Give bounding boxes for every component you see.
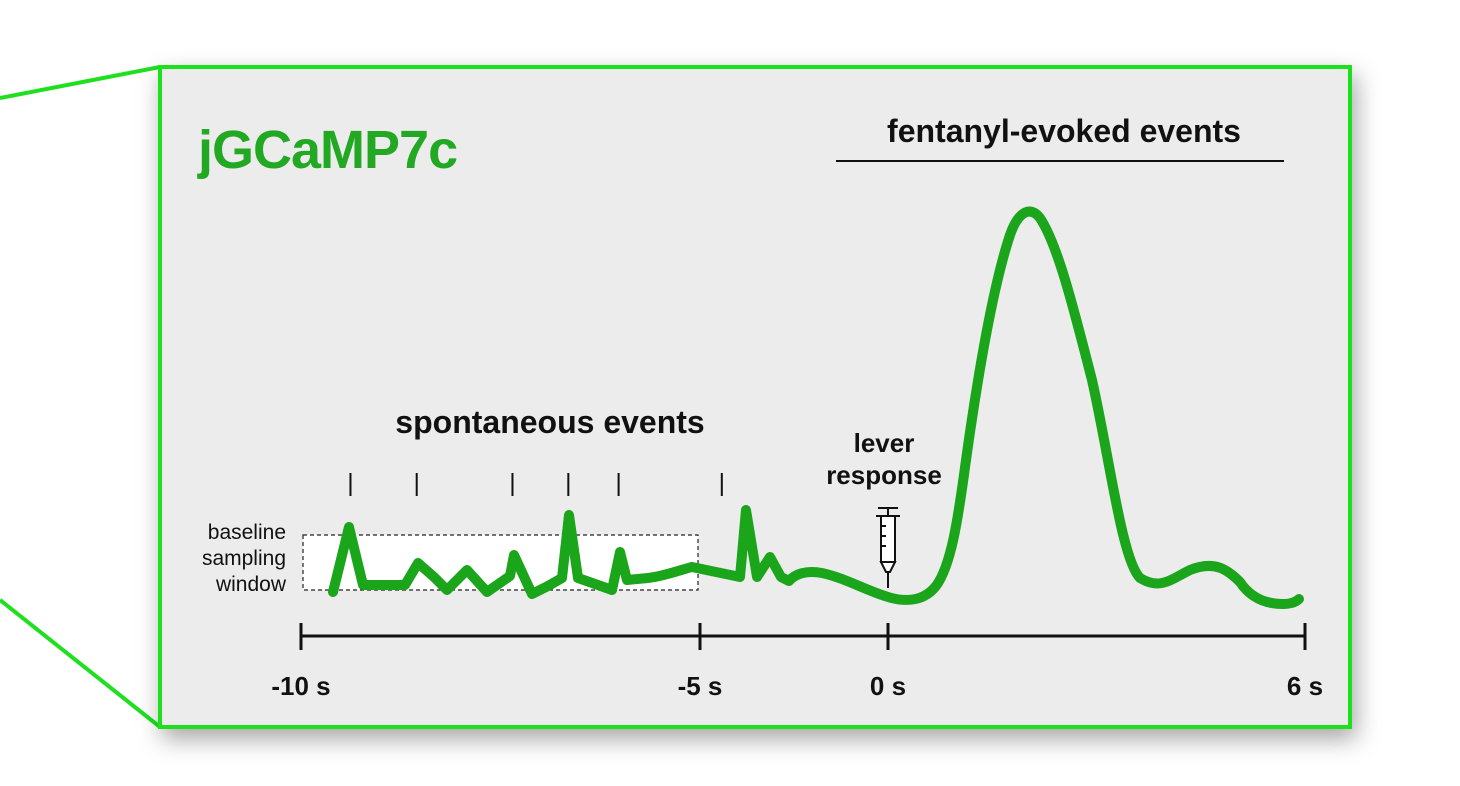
lever-label-line2: response — [826, 460, 942, 490]
time-axis-ticks: -10 s -5 s 0 s 6 s — [271, 623, 1323, 701]
zoom-line-top — [0, 65, 161, 100]
axis-tick-label: 6 s — [1287, 671, 1323, 701]
zoom-line-bottom — [0, 598, 162, 729]
panel-title: jGCaMP7c — [197, 120, 457, 180]
axis-tick-label: -5 s — [678, 671, 723, 701]
calcium-trace — [328, 206, 1304, 609]
axis-tick-label: 0 s — [870, 671, 906, 701]
axis-tick-label: -10 s — [271, 671, 330, 701]
event-tick-marks — [349, 473, 723, 496]
syringe-icon — [876, 507, 900, 588]
lever-label-line1: lever — [854, 428, 915, 458]
fentanyl-events-heading: fentanyl-evoked events — [887, 113, 1241, 149]
baseline-label-line1: baseline — [208, 521, 286, 544]
baseline-label-line3: window — [215, 573, 287, 596]
baseline-label-line2: sampling — [202, 547, 286, 570]
spontaneous-events-heading: spontaneous events — [395, 404, 704, 440]
panel — [158, 65, 1352, 729]
